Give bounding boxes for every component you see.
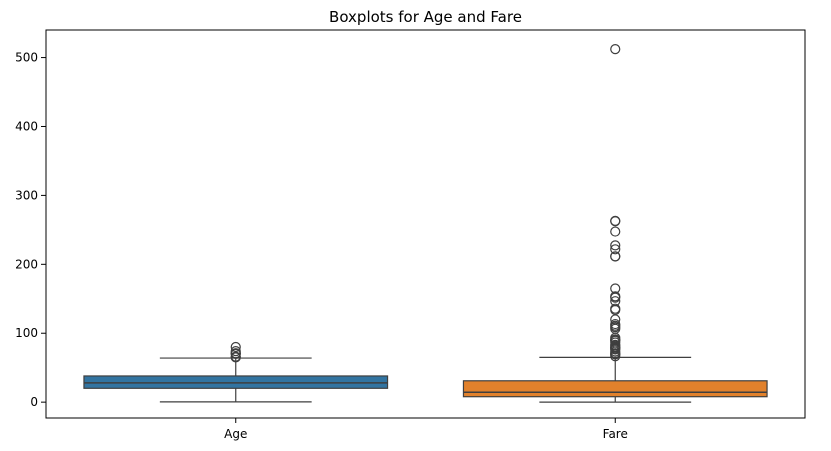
outlier-point [610,240,621,251]
boxes-layer [83,43,768,403]
x-tick-label: Fare [603,427,628,441]
outlier-point [230,351,241,362]
outlier-point [610,291,621,302]
x-tick-label: Age [224,427,247,441]
plot-area-frame [45,29,806,419]
outlier-point [610,251,621,262]
outlier-point [610,43,621,55]
outlier-point [230,346,241,357]
outlier-point [230,341,241,353]
outlier-point [610,283,621,294]
outlier-point [610,318,621,330]
y-tick-label: 500 [15,51,38,65]
y-tick-label: 400 [15,119,38,133]
outlier-point [610,226,621,237]
x-axis: Age Fare [224,418,628,441]
y-tick-label: 0 [30,395,38,409]
outlier-point [610,303,621,314]
y-axis: 0 100 200 300 400 500 [15,51,46,409]
y-tick-label: 200 [15,257,38,271]
box-fare [462,43,768,403]
outlier-point [610,244,621,255]
iqr-box [462,380,768,398]
outlier-point [610,296,621,307]
chart-title: Boxplots for Age and Fare [329,8,522,26]
box-age [83,341,389,403]
y-tick-label: 300 [15,188,38,202]
outlier-point [610,215,621,226]
y-tick-label: 100 [15,326,38,340]
